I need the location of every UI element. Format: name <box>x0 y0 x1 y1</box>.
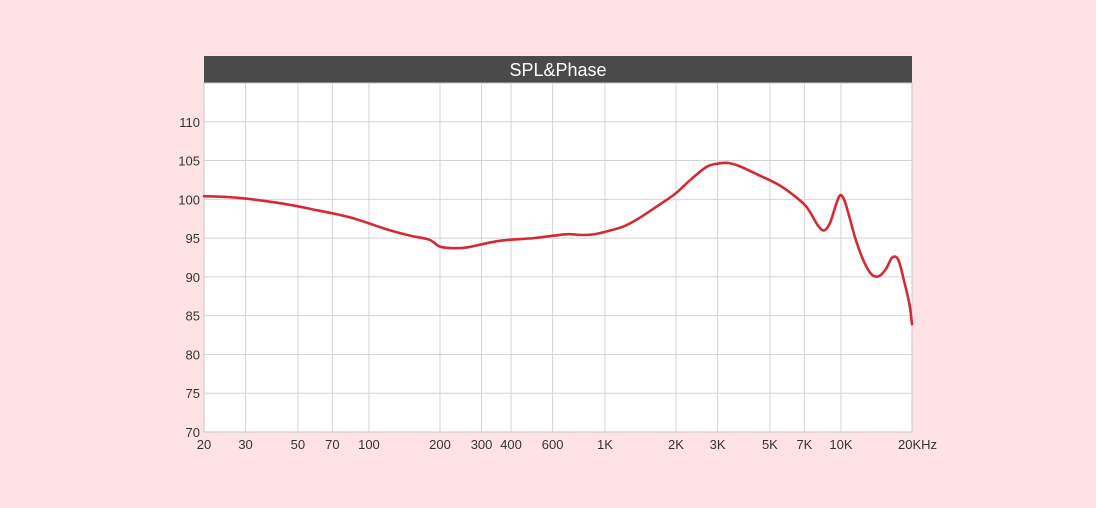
chart-title: SPL&Phase <box>509 60 606 80</box>
x-tick-label: 70 <box>325 437 339 452</box>
x-tick-label: 1K <box>597 437 613 452</box>
x-tick-label: 50 <box>291 437 305 452</box>
y-axis-ticks: 70 75 80 85 90 95 100 105 110 <box>178 115 200 440</box>
x-tick-label: 300 <box>471 437 493 452</box>
x-tick-label: 20KHz <box>898 437 937 452</box>
y-tick-label: 90 <box>186 270 200 285</box>
grid-layer <box>204 83 912 432</box>
x-tick-label: 200 <box>429 437 451 452</box>
x-tick-label: 2K <box>668 437 684 452</box>
x-tick-label: 3K <box>710 437 726 452</box>
x-tick-label: 30 <box>238 437 252 452</box>
x-axis-ticks: 20 30 50 70 100 200 300 400 600 1K 2K 3K 5K 7K 10K 20KH… <box>197 437 937 452</box>
y-tick-label: 80 <box>186 347 200 362</box>
y-tick-label: 75 <box>186 386 200 401</box>
x-tick-label: 400 <box>500 437 522 452</box>
plot-area <box>203 82 913 433</box>
x-tick-label: 20 <box>197 437 211 452</box>
y-tick-label: 85 <box>186 309 200 324</box>
x-tick-label: 600 <box>542 437 564 452</box>
x-tick-label: 7K <box>796 437 812 452</box>
chart-title-bar <box>204 56 912 83</box>
x-tick-label: 10K <box>829 437 852 452</box>
y-tick-label: 105 <box>178 154 200 169</box>
y-tick-label: 95 <box>186 231 200 246</box>
x-tick-label: 100 <box>358 437 380 452</box>
spl-curve <box>202 161 914 326</box>
y-tick-label: 70 <box>186 425 200 440</box>
y-tick-label: 100 <box>178 192 200 207</box>
y-tick-label: 110 <box>179 115 200 130</box>
x-tick-label: 5K <box>762 437 778 452</box>
